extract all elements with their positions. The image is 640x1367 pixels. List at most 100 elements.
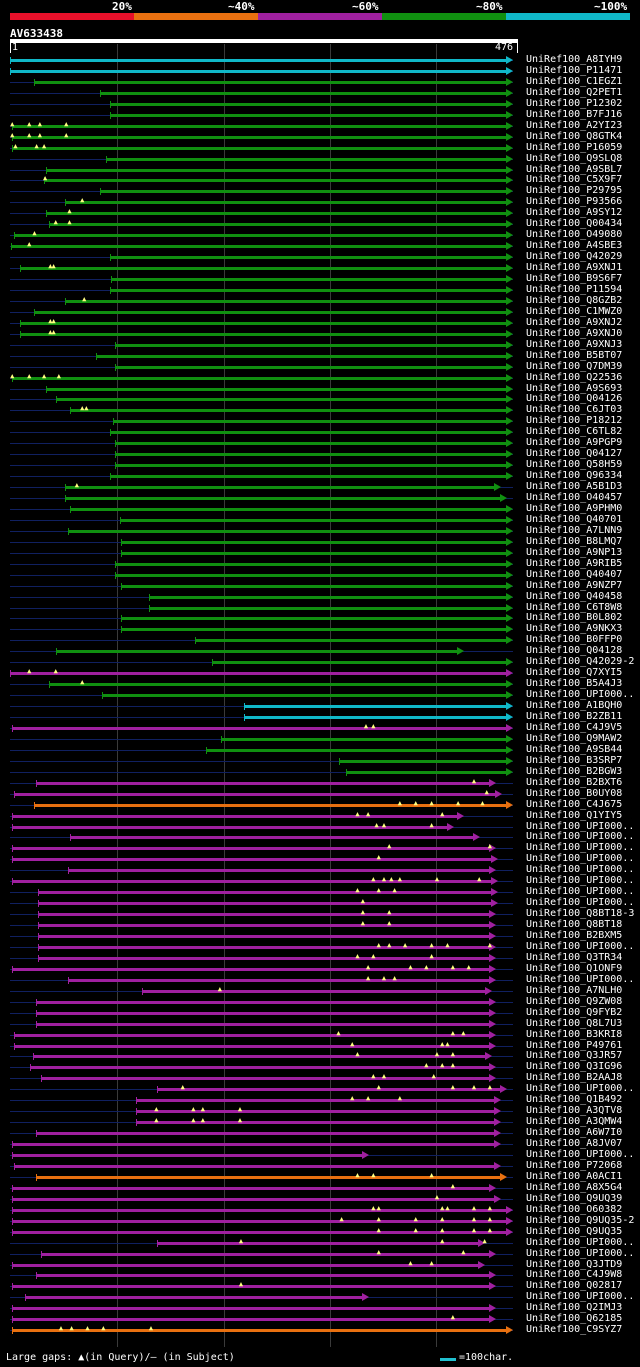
alignment-bar[interactable] bbox=[12, 967, 491, 971]
alignment-bar[interactable] bbox=[212, 661, 507, 665]
hit-label[interactable]: UniRef100_A8IYH9 bbox=[526, 54, 623, 65]
hit-row[interactable]: ▲ ▲ ▲ UniRef100_UPI000.. bbox=[0, 974, 640, 986]
hit-label[interactable]: UniRef100_P49761 bbox=[526, 1039, 623, 1051]
hit-row[interactable]: ▲ ▲ ▲ UniRef100_P16059 bbox=[0, 142, 640, 154]
hit-label[interactable]: UniRef100_Q58H59 bbox=[526, 459, 623, 471]
alignment-bar[interactable] bbox=[112, 420, 507, 424]
hit-label[interactable]: UniRef100_Q1B492 bbox=[526, 1094, 623, 1106]
alignment-bar[interactable] bbox=[244, 705, 507, 709]
alignment-bar[interactable] bbox=[12, 376, 507, 380]
hit-row[interactable]: UniRef100_A9PHM0 bbox=[0, 503, 640, 515]
alignment-bar[interactable] bbox=[12, 1230, 507, 1234]
alignment-bar[interactable] bbox=[345, 770, 507, 774]
alignment-bar[interactable] bbox=[102, 694, 507, 698]
hit-row[interactable]: ▲ UniRef100_UPI000.. bbox=[0, 897, 640, 909]
hit-row[interactable]: ▲ UniRef100_B2BXT6 bbox=[0, 776, 640, 789]
hit-row[interactable]: ▲ ▲ ▲ ▲ ▲ UniRef100_Q9UQ35 bbox=[0, 1226, 640, 1238]
hit-label[interactable]: UniRef100_A9XNJ2 bbox=[526, 316, 623, 328]
alignment-bar[interactable] bbox=[136, 1110, 496, 1114]
alignment-bar[interactable] bbox=[12, 1143, 496, 1147]
alignment-bar[interactable] bbox=[95, 354, 507, 358]
hit-row[interactable]: ▲ ▲ UniRef100_UPI000.. bbox=[0, 842, 640, 854]
alignment-bar[interactable] bbox=[12, 1219, 507, 1223]
hit-row[interactable]: ▲ UniRef100_B5A4J3 bbox=[0, 678, 640, 690]
hit-row[interactable]: UniRef100_C1MWZ0 bbox=[0, 306, 640, 318]
hit-label[interactable]: UniRef100_Q7DM39 bbox=[526, 360, 623, 372]
alignment-bar[interactable] bbox=[109, 288, 507, 292]
hit-label[interactable]: UniRef100_P12302 bbox=[526, 97, 623, 109]
hit-label[interactable]: UniRef100_UPI000.. bbox=[526, 842, 635, 854]
alignment-bar[interactable] bbox=[36, 781, 491, 785]
hit-label[interactable]: UniRef100_Q62185 bbox=[526, 1313, 623, 1325]
hit-label[interactable]: UniRef100_Q3JR57 bbox=[526, 1050, 623, 1062]
alignment-bar[interactable] bbox=[19, 267, 507, 271]
alignment-bar[interactable] bbox=[14, 792, 497, 796]
hit-row[interactable]: ▲ UniRef100_A4SBE3 bbox=[0, 240, 640, 252]
hit-label[interactable]: UniRef100_C6TL82 bbox=[526, 426, 623, 438]
hit-row[interactable]: UniRef100_UPI000.. bbox=[0, 689, 640, 701]
hit-row[interactable]: ▲ ▲ ▲ UniRef100_B3KRI8 bbox=[0, 1028, 640, 1041]
hit-label[interactable]: UniRef100_UPI000.. bbox=[526, 853, 635, 865]
hit-row[interactable]: UniRef100_Q42029-2 bbox=[0, 656, 640, 668]
hit-row[interactable]: ▲ ▲ ▲ ▲ UniRef100_Q8GTK4 bbox=[0, 131, 640, 143]
hit-label[interactable]: UniRef100_A7LNN9 bbox=[526, 524, 623, 536]
hit-row[interactable]: ▲ ▲ ▲ ▲ UniRef100_A3QMW4 bbox=[0, 1116, 640, 1128]
hit-row[interactable]: UniRef100_UPI000.. bbox=[0, 1291, 640, 1303]
hit-row[interactable]: UniRef100_Q40458 bbox=[0, 591, 640, 603]
hit-label[interactable]: UniRef100_Q3IG96 bbox=[526, 1061, 623, 1073]
alignment-bar[interactable] bbox=[12, 726, 507, 730]
hit-label[interactable]: UniRef100_O40457 bbox=[526, 492, 623, 503]
hit-label[interactable]: UniRef100_B3SRP7 bbox=[526, 754, 623, 766]
hit-row[interactable]: ▲ ▲ ▲ ▲ ▲ ▲ UniRef100_Q9UQ35-2 bbox=[0, 1215, 640, 1227]
hit-label[interactable]: UniRef100_C6JT03 bbox=[526, 404, 623, 416]
hit-label[interactable]: UniRef100_A9SB44 bbox=[526, 743, 623, 755]
hit-label[interactable]: UniRef100_O49080 bbox=[526, 229, 623, 241]
alignment-bar[interactable] bbox=[40, 1252, 491, 1256]
hit-label[interactable]: UniRef100_B9S6F7 bbox=[526, 273, 623, 284]
hit-row[interactable]: ▲ ▲ UniRef100_A9XNJ0 bbox=[0, 328, 640, 340]
alignment-bar[interactable] bbox=[12, 825, 448, 829]
alignment-bar[interactable] bbox=[46, 387, 507, 391]
hit-row[interactable]: ▲ UniRef100_C5X9F7 bbox=[0, 174, 640, 186]
hit-row[interactable]: UniRef100_B2ZB11 bbox=[0, 711, 640, 723]
hit-label[interactable]: UniRef100_Q40407 bbox=[526, 568, 623, 580]
alignment-bar[interactable] bbox=[10, 59, 507, 62]
alignment-bar[interactable] bbox=[55, 650, 459, 654]
alignment-bar[interactable] bbox=[12, 1329, 507, 1333]
hit-row[interactable]: UniRef100_A9RIB5 bbox=[0, 558, 640, 570]
alignment-bar[interactable] bbox=[46, 212, 507, 216]
alignment-bar[interactable] bbox=[34, 803, 507, 807]
alignment-bar[interactable] bbox=[109, 113, 507, 117]
hit-row[interactable]: ▲ ▲ UniRef100_A9XNJ1 bbox=[0, 262, 640, 274]
alignment-bar[interactable] bbox=[12, 880, 493, 884]
hit-label[interactable]: UniRef100_Q42029 bbox=[526, 251, 623, 263]
hit-label[interactable]: UniRef100_Q2PET1 bbox=[526, 86, 623, 98]
hit-label[interactable]: UniRef100_A6W7I0 bbox=[526, 1127, 623, 1139]
hit-label[interactable]: UniRef100_Q2IMJ3 bbox=[526, 1302, 623, 1314]
hit-row[interactable]: ▲ UniRef100_A5B1D3 bbox=[0, 481, 640, 493]
hit-row[interactable]: ▲ UniRef100_Q02817 bbox=[0, 1280, 640, 1292]
hit-row[interactable]: ▲ ▲ UniRef100_A9XNJ2 bbox=[0, 316, 640, 329]
hit-label[interactable]: UniRef100_B2BGW3 bbox=[526, 765, 623, 777]
hit-label[interactable]: UniRef100_B2BXM5 bbox=[526, 930, 623, 941]
hit-label[interactable]: UniRef100_Q04128 bbox=[526, 645, 623, 657]
hit-label[interactable]: UniRef100_B2BXT6 bbox=[526, 776, 623, 788]
hit-label[interactable]: UniRef100_UPI000.. bbox=[526, 897, 635, 909]
hit-label[interactable]: UniRef100_B3KRI8 bbox=[526, 1028, 623, 1040]
hit-label[interactable]: UniRef100_Q04126 bbox=[526, 393, 623, 405]
hit-row[interactable]: UniRef100_B7FJ16 bbox=[0, 109, 640, 121]
hit-label[interactable]: UniRef100_P29795 bbox=[526, 185, 623, 197]
hit-label[interactable]: UniRef100_UPI000.. bbox=[526, 940, 635, 952]
hit-row[interactable]: ▲ UniRef100_Q8GZB2 bbox=[0, 295, 640, 307]
hit-label[interactable]: UniRef100_Q04127 bbox=[526, 448, 623, 460]
hit-label[interactable]: UniRef100_UPI000.. bbox=[526, 864, 635, 876]
hit-label[interactable]: UniRef100_UPI000.. bbox=[526, 1149, 635, 1160]
hit-label[interactable]: UniRef100_A0ACI1 bbox=[526, 1170, 623, 1182]
alignment-bar[interactable] bbox=[12, 1197, 496, 1201]
hit-label[interactable]: UniRef100_A5B1D3 bbox=[526, 481, 623, 493]
alignment-bar[interactable] bbox=[220, 737, 507, 741]
hit-row[interactable]: ▲ ▲ UniRef100_C4J9V5 bbox=[0, 722, 640, 734]
alignment-bar[interactable] bbox=[12, 1208, 507, 1212]
hit-row[interactable]: UniRef100_Q9SLQ8 bbox=[0, 153, 640, 165]
hit-label[interactable]: UniRef100_C1EGZ1 bbox=[526, 75, 623, 87]
